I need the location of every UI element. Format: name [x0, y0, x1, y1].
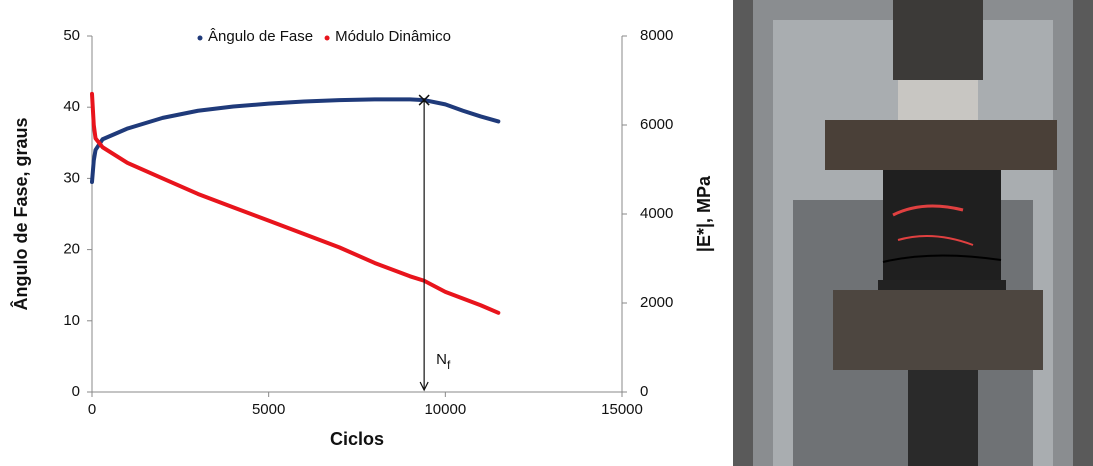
specimen-photo: [733, 0, 1093, 466]
y2-tick-label: 6000: [640, 116, 673, 133]
y-tick-label: 20: [63, 241, 80, 258]
x-tick-label: 10000: [424, 401, 466, 418]
legend-label: Ângulo de Fase: [208, 28, 313, 45]
y-tick-label: 10: [63, 312, 80, 329]
nf-arrowhead: [419, 381, 429, 392]
y-tick-label: 50: [63, 27, 80, 44]
x-tick-label: 15000: [601, 401, 643, 418]
y2-tick-label: 2000: [640, 294, 673, 311]
series-line: [90, 97, 501, 184]
y2-tick-label: 0: [640, 383, 648, 400]
y-tick-label: 0: [72, 383, 80, 400]
series-line: [90, 91, 501, 315]
y2-tick-label: 4000: [640, 205, 673, 222]
nf-subscript: f: [447, 358, 451, 372]
chart: Ciclos Ângulo de Fase, graus |E*|, MPa 0…: [10, 27, 714, 449]
y-tick-label: 30: [63, 169, 80, 186]
nf-text: N: [436, 351, 447, 368]
y-axis-title: Ângulo de Fase, graus: [10, 117, 31, 310]
nf-label: Nf: [436, 351, 451, 372]
y2-axis-title: |E*|, MPa: [694, 175, 714, 252]
x-tick-label: 0: [88, 401, 96, 418]
y-tick-label: 40: [63, 98, 80, 115]
x-axis-title: Ciclos: [330, 429, 384, 449]
y2-tick-label: 8000: [640, 27, 673, 44]
legend-marker: [197, 35, 203, 41]
legend-marker: [324, 35, 330, 41]
legend-label: Módulo Dinâmico: [335, 28, 451, 45]
x-tick-label: 5000: [252, 401, 285, 418]
